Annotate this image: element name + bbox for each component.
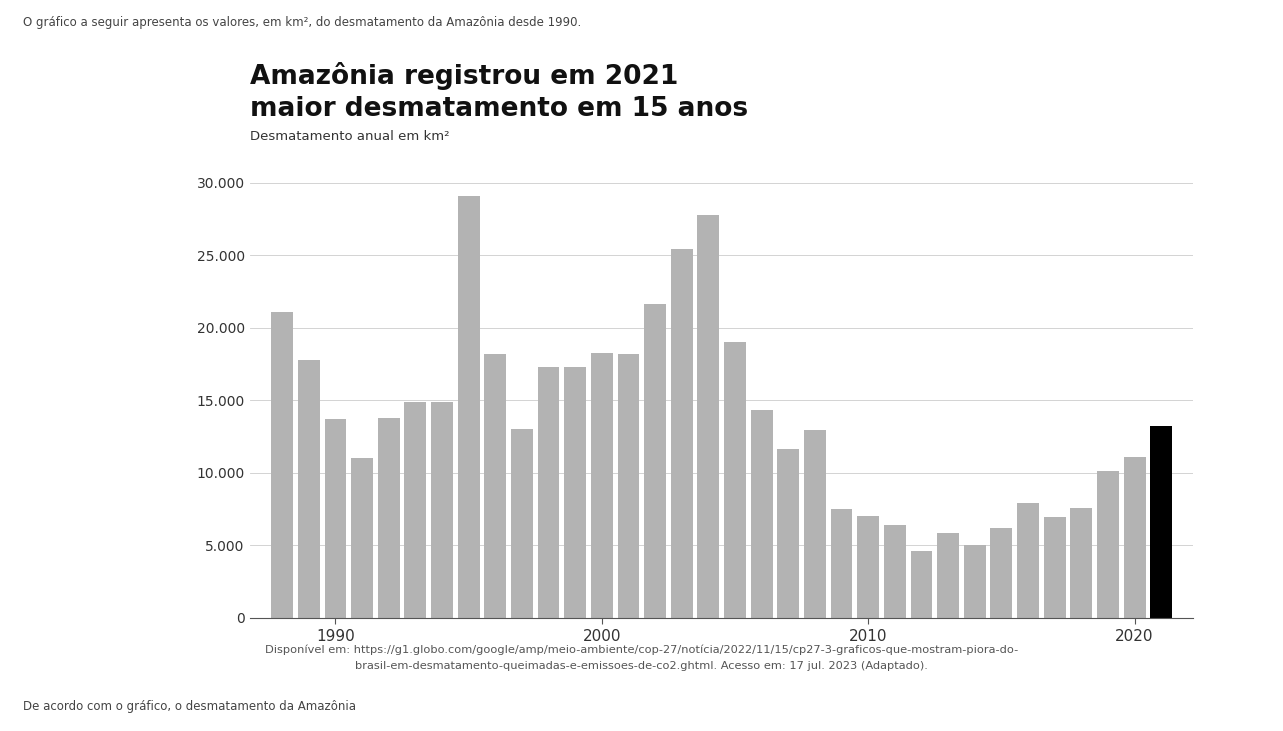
Text: Amazônia registrou em 2021: Amazônia registrou em 2021 (250, 62, 679, 90)
Text: O gráfico a seguir apresenta os valores, em km², do desmatamento da Amazônia des: O gráfico a seguir apresenta os valores,… (23, 16, 581, 29)
Bar (1151, 425, 1173, 618)
Bar (538, 368, 559, 618)
Bar (990, 528, 1012, 618)
Bar (325, 419, 346, 618)
Bar (617, 355, 639, 618)
Bar (911, 551, 933, 618)
Bar (698, 215, 720, 618)
Bar (1097, 471, 1119, 618)
Bar (271, 312, 293, 618)
Bar (937, 533, 958, 618)
Bar (565, 368, 586, 618)
Text: De acordo com o gráfico, o desmatamento da Amazônia: De acordo com o gráfico, o desmatamento … (23, 700, 357, 713)
Bar (671, 249, 693, 618)
Bar (404, 401, 426, 618)
Bar (724, 342, 745, 618)
Bar (511, 428, 532, 618)
Bar (591, 353, 613, 618)
Bar (352, 458, 373, 618)
Bar (644, 303, 666, 618)
Bar (777, 449, 799, 618)
Bar (964, 545, 985, 618)
Bar (485, 355, 507, 618)
Bar (431, 401, 453, 618)
Bar (857, 516, 879, 618)
Text: brasil-em-desmatamento-queimadas-e-emissoes-de-co2.ghtml. Acesso em: 17 jul. 202: brasil-em-desmatamento-queimadas-e-emiss… (355, 661, 928, 671)
Bar (804, 431, 826, 618)
Bar (377, 417, 399, 618)
Bar (830, 510, 852, 618)
Bar (458, 196, 480, 618)
Text: Desmatamento anual em km²: Desmatamento anual em km² (250, 130, 449, 143)
Bar (1124, 457, 1146, 618)
Text: Disponível em: https://g1.globo.com/google/amp/meio-ambiente/cop-27/notícia/2022: Disponível em: https://g1.globo.com/goog… (264, 645, 1019, 655)
Bar (884, 525, 906, 618)
Bar (1017, 503, 1039, 618)
Bar (751, 411, 772, 618)
Bar (1070, 508, 1092, 618)
Bar (1044, 517, 1066, 618)
Text: maior desmatamento em 15 anos: maior desmatamento em 15 anos (250, 96, 748, 123)
Bar (298, 360, 319, 618)
